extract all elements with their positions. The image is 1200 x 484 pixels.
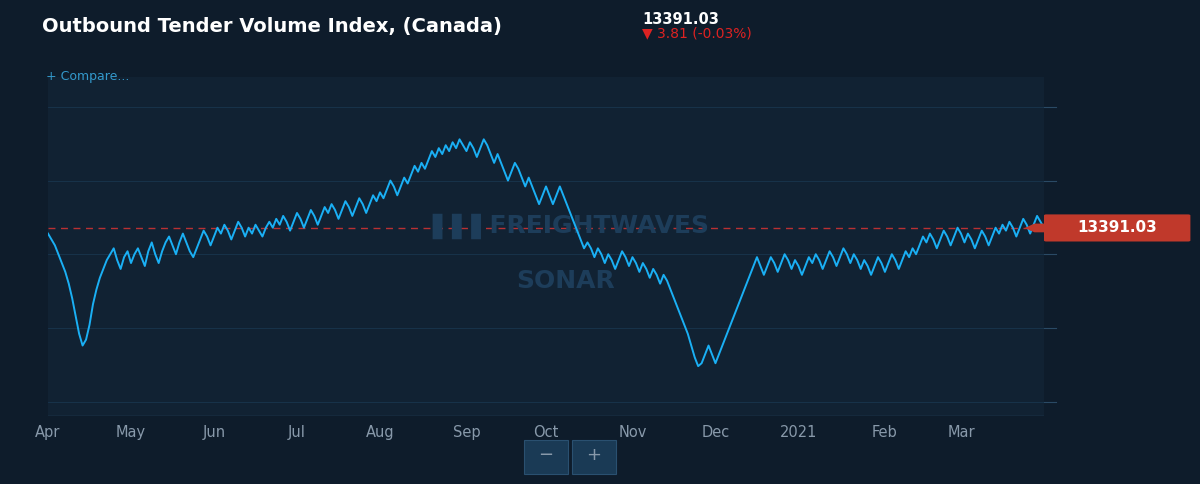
Text: −: −: [539, 446, 553, 464]
Text: 13391.03: 13391.03: [642, 12, 719, 27]
Text: +: +: [587, 446, 601, 464]
Text: 13391.03: 13391.03: [1078, 220, 1157, 235]
Text: Outbound Tender Volume Index, (Canada): Outbound Tender Volume Index, (Canada): [42, 17, 502, 36]
Text: ▼ 3.81 (-0.03%): ▼ 3.81 (-0.03%): [642, 27, 751, 41]
Text: SONAR: SONAR: [516, 269, 616, 293]
Text: + Compare...: + Compare...: [46, 70, 128, 83]
Text: ▐▐▐ FREIGHTWAVES: ▐▐▐ FREIGHTWAVES: [422, 214, 709, 239]
